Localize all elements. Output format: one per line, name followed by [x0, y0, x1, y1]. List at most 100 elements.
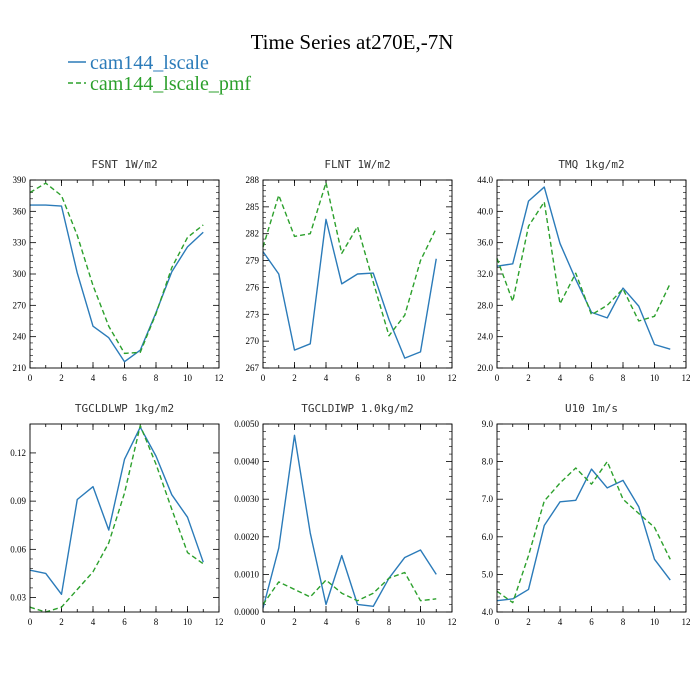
x-tick-label: 6 [122, 617, 127, 627]
y-tick-label: 5.0 [482, 569, 494, 579]
y-tick-label: 4.0 [482, 607, 494, 617]
series-line-lscale-pmf [29, 182, 204, 355]
chart-panel-1: FSNT 1W/m2 0 2 4 6 8 10 12 210 240 270 300 330 360 390 [13, 158, 224, 383]
y-tick-label: 285 [246, 202, 260, 212]
y-tick-label: 267 [246, 363, 260, 373]
y-tick-label: 6.0 [482, 532, 494, 542]
x-tick-label: 12 [448, 373, 457, 383]
y-tick-label: 0.0000 [234, 607, 259, 617]
series-line-lscale [496, 468, 671, 602]
chart-panel-4: TGCLDLWP 1kg/m2 0 2 4 6 8 10 12 0.03 0.06 0.09 0.12 [10, 402, 223, 627]
x-tick-label: 2 [526, 617, 531, 627]
x-tick-label: 4 [324, 617, 329, 627]
y-tick-label: 0.0050 [234, 419, 259, 429]
y-tick-label: 273 [246, 309, 260, 319]
x-tick-label: 6 [355, 373, 360, 383]
legend-label-lscale: cam144_lscale [90, 52, 209, 74]
chart-panel-3: TMQ 1kg/m2 0 2 4 6 8 10 12 20.0 24.0 28.0 32.0 36.0 4… [477, 158, 690, 383]
x-tick-label: 4 [91, 373, 96, 383]
x-tick-label: 12 [448, 617, 457, 627]
y-tick-label: 210 [13, 363, 27, 373]
x-tick-label: 0 [495, 617, 500, 627]
y-tick-label: 360 [13, 206, 27, 216]
x-tick-label: 12 [682, 373, 691, 383]
legend: cam144_lscale cam144_lscale_pmf [68, 52, 251, 95]
y-tick-label: 0.0030 [234, 494, 259, 504]
x-tick-label: 10 [650, 617, 660, 627]
x-tick-label: 0 [28, 617, 33, 627]
plot-frame [262, 179, 453, 369]
y-tick-label: 32.0 [477, 269, 493, 279]
y-tick-label: 270 [246, 336, 260, 346]
y-tick-label: 20.0 [477, 363, 493, 373]
chart-title: TGCLDLWP 1kg/m2 [75, 402, 174, 415]
y-tick-label: 390 [13, 175, 27, 185]
series-line-lscale-pmf [496, 460, 671, 604]
x-tick-label: 12 [682, 617, 691, 627]
y-tick-label: 279 [246, 256, 260, 266]
x-tick-label: 8 [621, 373, 626, 383]
x-tick-label: 0 [495, 373, 500, 383]
y-tick-label: 276 [246, 282, 260, 292]
y-tick-label: 300 [13, 269, 27, 279]
x-tick-label: 2 [59, 373, 64, 383]
x-tick-label: 6 [122, 373, 127, 383]
x-tick-label: 12 [215, 617, 224, 627]
chart-title: FLNT 1W/m2 [324, 158, 390, 171]
figure-title: Time Series at270E,-7N [251, 30, 454, 54]
x-tick-label: 10 [183, 373, 193, 383]
x-tick-label: 2 [292, 617, 297, 627]
y-tick-label: 44.0 [477, 175, 493, 185]
x-tick-label: 6 [589, 373, 594, 383]
x-tick-label: 4 [324, 373, 329, 383]
series-line-lscale-pmf [262, 181, 437, 337]
x-tick-label: 2 [526, 373, 531, 383]
y-tick-label: 0.09 [10, 496, 26, 506]
chart-panel-5: TGCLDIWP 1.0kg/m2 0 2 4 6 8 10 12 0.0000 0.0010 0.… [234, 402, 456, 627]
y-tick-label: 288 [246, 175, 260, 185]
chart-title: FSNT 1W/m2 [91, 158, 157, 171]
y-tick-label: 0.03 [10, 593, 26, 603]
plot-frame [262, 423, 453, 613]
y-tick-label: 36.0 [477, 238, 493, 248]
x-tick-label: 4 [91, 617, 96, 627]
x-tick-label: 0 [28, 373, 33, 383]
y-tick-label: 8.0 [482, 457, 494, 467]
plot-frame [496, 179, 687, 369]
y-tick-label: 282 [246, 229, 260, 239]
chart-title: TGCLDIWP 1.0kg/m2 [301, 402, 414, 415]
x-tick-label: 6 [589, 617, 594, 627]
y-tick-label: 0.12 [10, 448, 26, 458]
series-line-lscale [30, 204, 204, 363]
y-tick-label: 0.0010 [234, 569, 259, 579]
plot-frame [29, 423, 220, 613]
x-tick-label: 10 [416, 617, 426, 627]
y-tick-label: 330 [13, 238, 27, 248]
y-tick-label: 0.0020 [234, 532, 259, 542]
chart-title: U10 1m/s [565, 402, 618, 415]
x-tick-label: 2 [292, 373, 297, 383]
y-tick-label: 24.0 [477, 332, 493, 342]
x-tick-label: 2 [59, 617, 64, 627]
x-tick-label: 8 [621, 617, 626, 627]
y-tick-label: 270 [13, 300, 27, 310]
chart-panel-6: U10 1m/s 0 2 4 6 8 10 12 4.0 5.0 6.0 7.0 8.0 9.0 [482, 402, 691, 627]
series-line-lscale [262, 434, 437, 609]
x-tick-label: 4 [558, 617, 563, 627]
x-tick-label: 0 [261, 373, 266, 383]
x-tick-label: 12 [215, 373, 224, 383]
x-tick-label: 10 [650, 373, 660, 383]
x-tick-label: 4 [558, 373, 563, 383]
x-tick-label: 10 [183, 617, 193, 627]
y-tick-label: 0.06 [10, 544, 26, 554]
plot-frame [496, 423, 687, 613]
y-tick-label: 240 [13, 332, 27, 342]
series-line-lscale [262, 218, 437, 359]
x-tick-label: 8 [387, 617, 392, 627]
x-tick-label: 6 [355, 617, 360, 627]
x-tick-label: 0 [261, 617, 266, 627]
legend-label-lscale-pmf: cam144_lscale_pmf [90, 73, 251, 95]
y-tick-label: 0.0040 [234, 457, 259, 467]
